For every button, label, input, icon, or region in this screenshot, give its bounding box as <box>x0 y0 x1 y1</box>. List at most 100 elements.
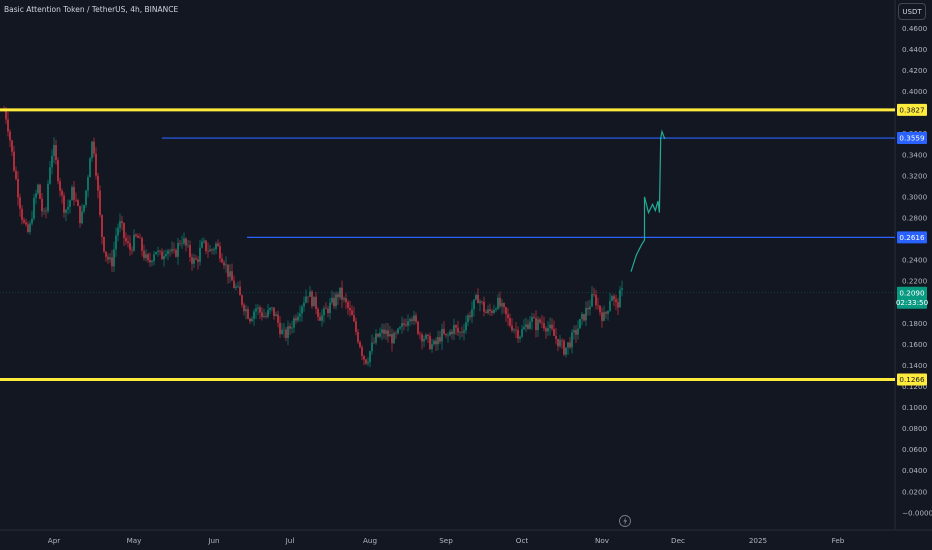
target-high-price-label <box>897 132 927 145</box>
candle-body <box>209 249 211 252</box>
currency-button[interactable]: USDT <box>898 3 926 20</box>
candle <box>367 357 369 367</box>
target-mid-price-label <box>897 231 927 244</box>
symbol-title: Basic Attention Token / TetherUS, 4h, BI… <box>4 5 179 14</box>
candle <box>523 319 525 331</box>
candle <box>47 180 49 214</box>
candle <box>287 320 289 346</box>
candle <box>271 306 273 312</box>
candle <box>609 293 611 313</box>
candle-body <box>71 186 73 201</box>
candle <box>217 239 219 247</box>
candle <box>571 329 573 354</box>
candle-body <box>45 210 47 212</box>
candle-body <box>133 234 135 251</box>
candle-body <box>319 316 321 321</box>
candle <box>77 198 79 207</box>
candle <box>397 327 399 336</box>
candle-body <box>485 311 487 313</box>
candle-body <box>271 307 273 309</box>
candle <box>189 240 191 262</box>
candle-body <box>53 145 55 156</box>
candle <box>67 199 69 215</box>
candle <box>451 329 453 340</box>
candle-body <box>355 321 357 333</box>
candle <box>123 222 125 247</box>
candle-body <box>325 308 327 309</box>
candle-body <box>515 329 517 331</box>
candle-body <box>287 326 289 338</box>
candle-body <box>85 190 87 206</box>
candle-body <box>289 326 291 329</box>
candle <box>525 317 527 333</box>
candle <box>505 306 507 322</box>
candle <box>479 298 481 312</box>
candle-body <box>553 328 555 336</box>
candle <box>255 304 257 319</box>
candle <box>291 320 293 334</box>
candle-body <box>77 200 79 206</box>
candle <box>279 316 281 338</box>
candle <box>215 241 217 255</box>
candle <box>301 304 303 322</box>
candle-body <box>493 309 495 313</box>
candle-body <box>569 342 571 348</box>
candle-body <box>147 254 149 261</box>
candle-body <box>187 245 189 246</box>
candle-body <box>223 262 225 266</box>
candle-body <box>451 331 453 334</box>
candle-body <box>33 197 35 219</box>
candle-body <box>237 286 239 288</box>
candle-body <box>37 184 39 194</box>
candle <box>247 306 249 320</box>
y-tick-label: 0.1000 <box>902 403 928 412</box>
candle-body <box>527 324 529 329</box>
candle <box>383 323 385 339</box>
candle <box>395 330 397 339</box>
candle <box>209 244 211 252</box>
candle-body <box>387 330 389 337</box>
candle-body <box>593 294 595 295</box>
candle-body <box>373 342 375 344</box>
candle-body <box>311 291 313 307</box>
candle <box>119 213 121 233</box>
candle <box>289 323 291 336</box>
candle <box>181 235 183 249</box>
candle-body <box>149 260 151 263</box>
candle <box>563 339 565 356</box>
candle-body <box>547 328 549 332</box>
candle-body <box>67 206 69 210</box>
candle <box>295 314 297 324</box>
candle <box>229 264 231 284</box>
candle <box>139 233 141 239</box>
candle-body <box>179 242 181 244</box>
candle-body <box>197 259 199 262</box>
y-tick-label: 0.0400 <box>902 466 928 475</box>
candle-body <box>347 302 349 308</box>
candle <box>147 252 149 263</box>
candle-body <box>447 335 449 336</box>
candle <box>145 249 147 262</box>
candle-body <box>299 313 301 317</box>
candle-body <box>49 167 51 184</box>
candle-body <box>501 303 503 307</box>
candle-body <box>153 254 155 261</box>
candle-body <box>397 328 399 334</box>
candle <box>579 318 581 329</box>
candle-body <box>383 329 385 334</box>
candle <box>613 293 615 307</box>
candle <box>537 316 539 337</box>
candle <box>521 324 523 339</box>
candle-body <box>327 308 329 314</box>
support-low-price-label <box>897 373 927 386</box>
x-tick-label: Aug <box>363 536 377 545</box>
candle-body <box>117 227 119 236</box>
target-mid-price-text: 0.2616 <box>899 233 925 242</box>
candle <box>227 264 229 284</box>
candle <box>439 330 441 344</box>
candle-body <box>281 329 283 335</box>
candle-body <box>165 253 167 256</box>
candle-body <box>201 241 203 248</box>
candle-body <box>11 140 13 152</box>
